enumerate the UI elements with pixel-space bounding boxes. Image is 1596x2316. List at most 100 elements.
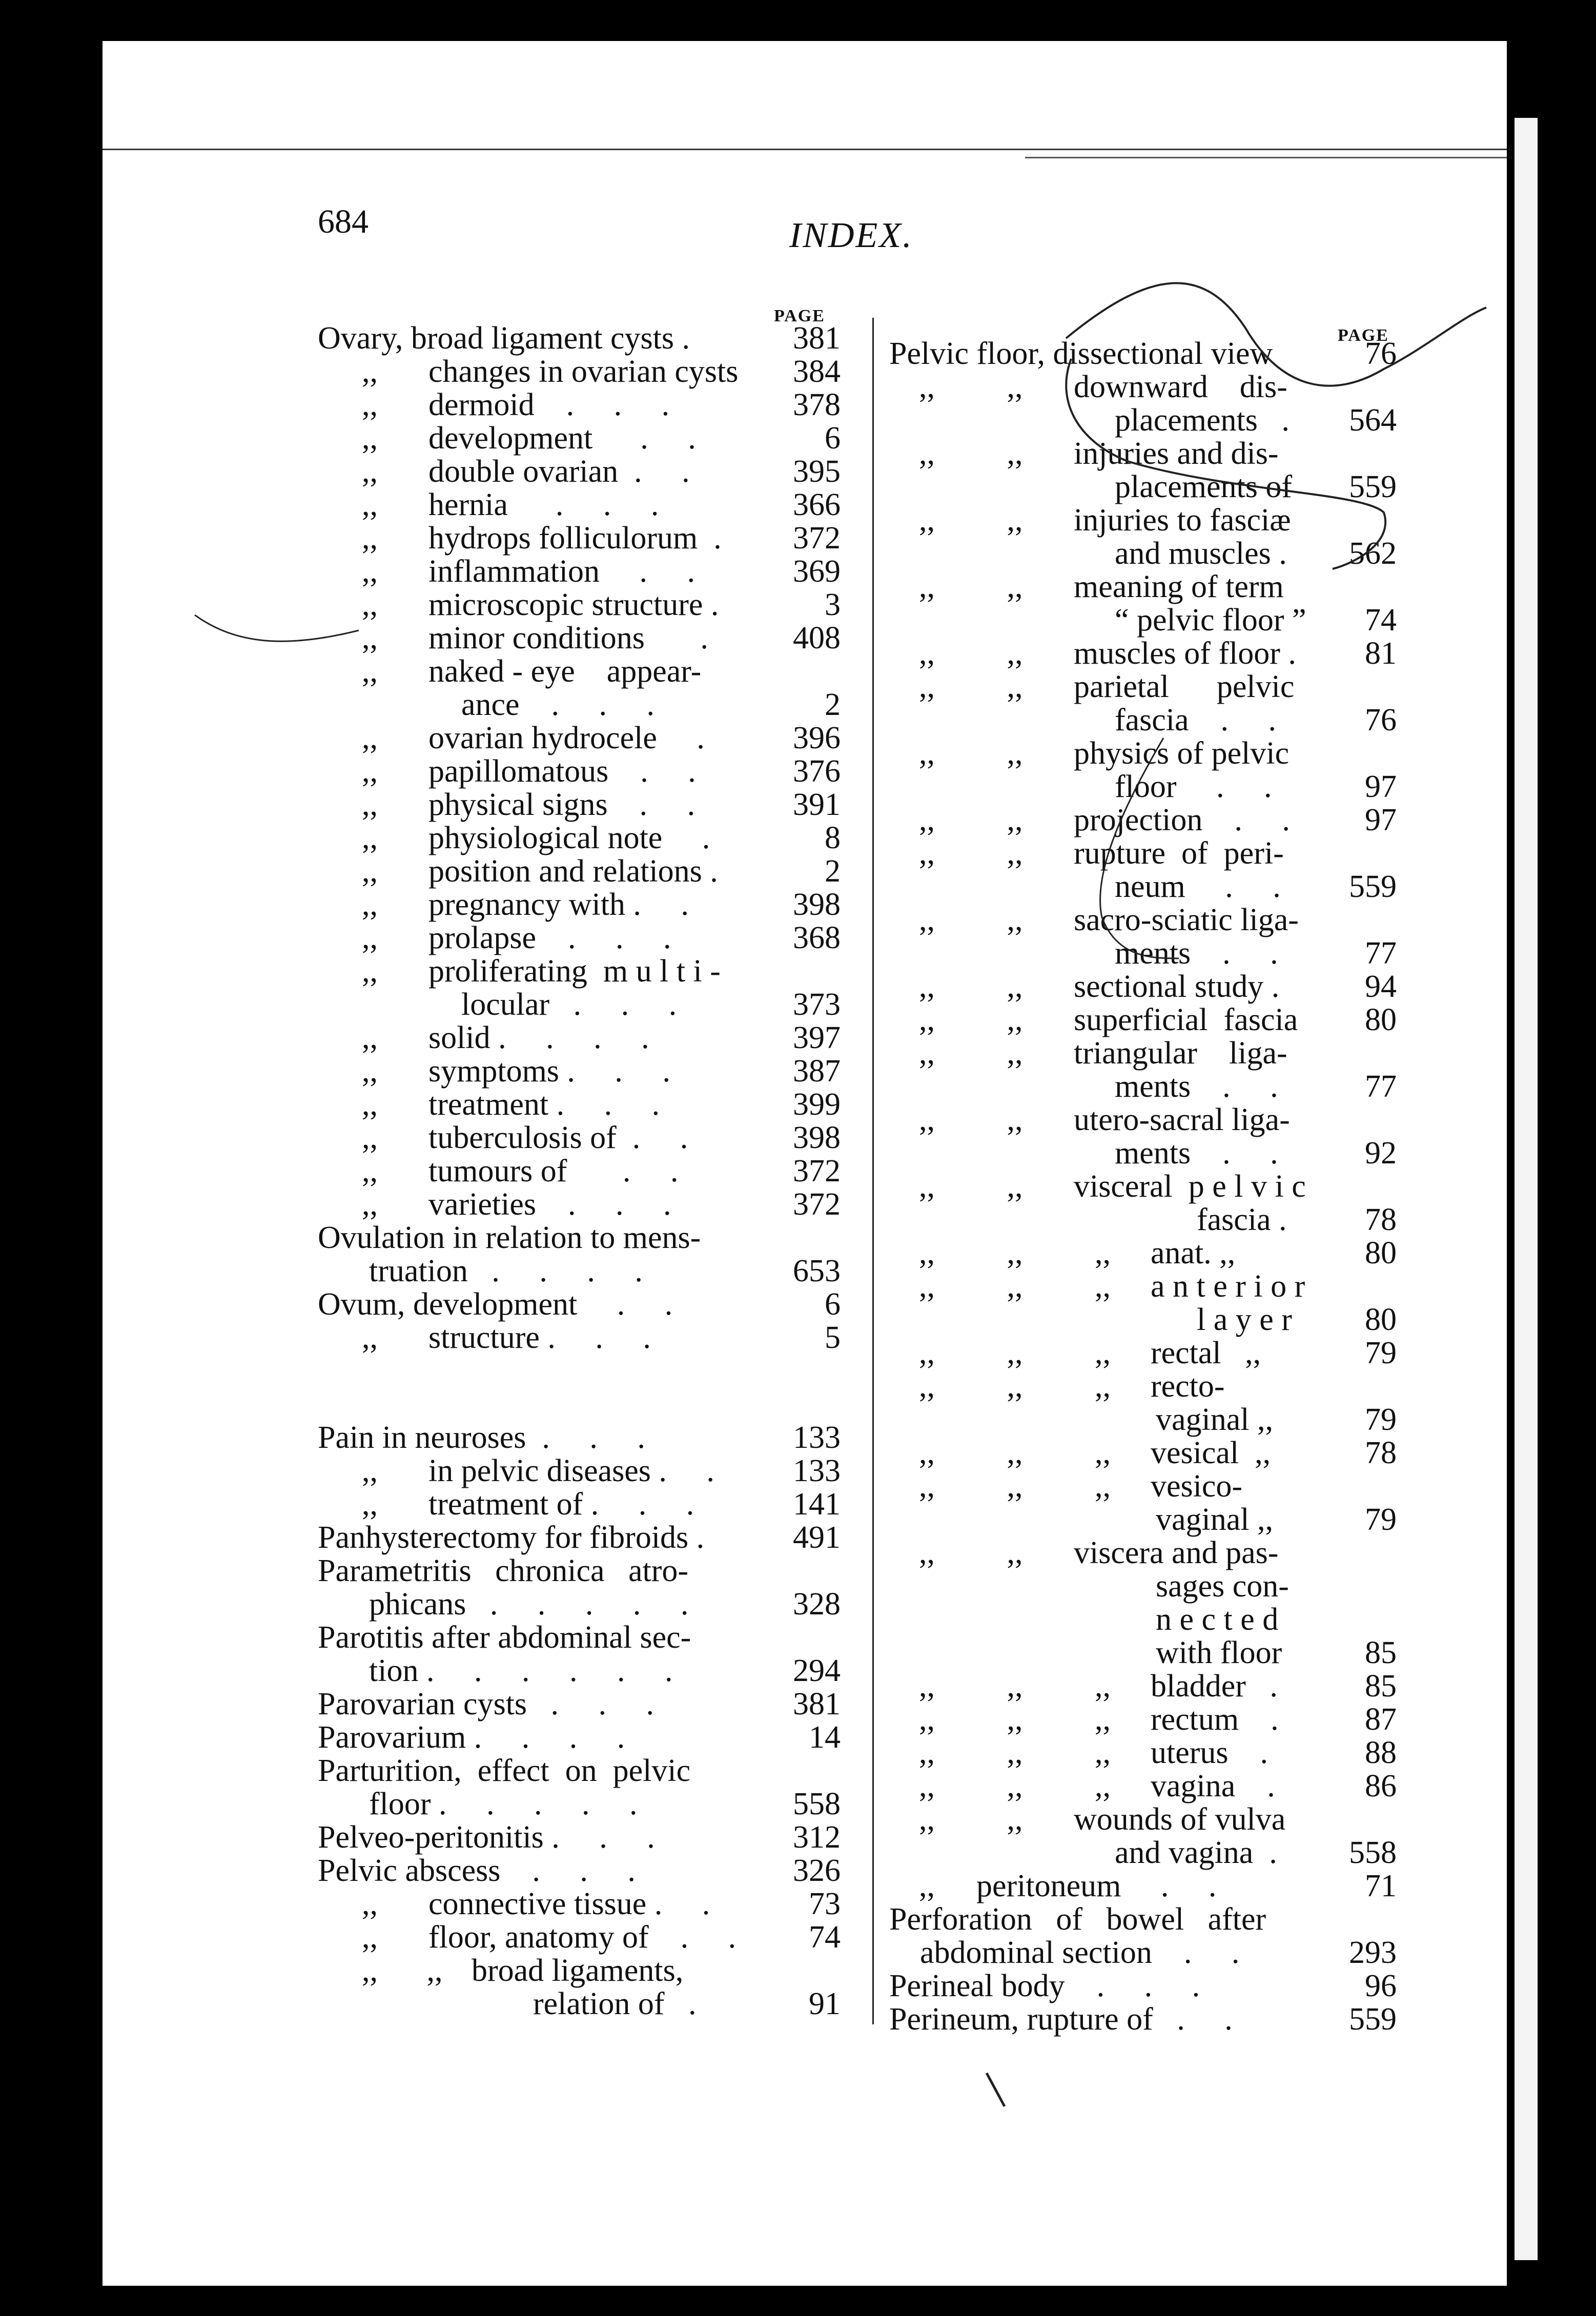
- ditto-marks: ,, ,, ,,: [919, 1436, 1111, 1470]
- index-entry: ,, ,, viscera and pas-: [889, 1536, 1402, 1570]
- entry-text: treatment of . . .: [428, 1487, 694, 1522]
- index-entry: Panhysterectomy for fibroids . 491: [318, 1521, 846, 1554]
- entry-page-number: 96: [1365, 1969, 1397, 2003]
- index-entry: ,, changes in ovarian cysts 384: [318, 355, 846, 388]
- index-entry: ance . . . 2: [318, 688, 846, 722]
- ditto-marks: ,,: [362, 954, 378, 989]
- ditto-marks: ,,: [362, 1054, 378, 1089]
- entry-text: recto-: [1151, 1369, 1225, 1404]
- entry-page-number: 91: [809, 1986, 841, 2021]
- entry-text: ments . .: [1115, 1069, 1278, 1104]
- index-entry: and muscles . 562: [889, 537, 1402, 570]
- entry-text: papillomatous . .: [428, 754, 696, 789]
- entry-text: inflammation . .: [428, 554, 695, 589]
- index-entry: ,, ,, physics of pelvic: [889, 737, 1402, 770]
- entry-page-number: 398: [793, 1120, 841, 1155]
- index-entry: ,, ,, parietal pelvic: [889, 670, 1402, 704]
- entry-text: naked - eye appear-: [428, 654, 702, 689]
- ditto-marks: ,, ,,: [919, 636, 1023, 671]
- ditto-marks: ,,: [362, 1487, 378, 1522]
- entry-page-number: 80: [1365, 1236, 1397, 1270]
- entry-text: Parotitis after abdominal sec-: [318, 1620, 691, 1655]
- entry-page-number: 79: [1365, 1502, 1397, 1537]
- index-entry: ,, ,, ,, rectum . 87: [889, 1703, 1402, 1736]
- entry-text: rupture of peri-: [1074, 836, 1284, 871]
- ditto-marks: ,,: [362, 1920, 378, 1955]
- index-entry: ,, tuberculosis of . . 398: [318, 1121, 846, 1155]
- entry-text: pregnancy with . .: [428, 887, 689, 922]
- entry-text: locular . . .: [461, 987, 677, 1022]
- index-entry: ,, physical signs . . 391: [318, 788, 846, 822]
- entry-text: triangular liga-: [1074, 1036, 1287, 1071]
- entry-page-number: 14: [809, 1720, 841, 1755]
- entry-text: fascia . .: [1115, 703, 1277, 737]
- entry-text: ovarian hydrocele .: [428, 721, 705, 755]
- entry-text: floor . .: [1115, 769, 1272, 804]
- top-rule-secondary: [1025, 157, 1507, 158]
- ditto-marks: ,, ,, ,,: [919, 1369, 1111, 1404]
- entry-text: physics of pelvic: [1074, 736, 1290, 771]
- entry-page-number: 97: [1365, 769, 1397, 804]
- entry-text: tuberculosis of . .: [428, 1120, 688, 1155]
- ditto-marks: ,,: [362, 1154, 378, 1188]
- entry-page-number: 559: [1349, 869, 1397, 904]
- entry-page-number: 92: [1365, 1136, 1397, 1171]
- entry-page-number: 86: [1365, 1769, 1397, 1803]
- index-entry: placements . 564: [889, 404, 1402, 437]
- ditto-marks: ,,: [362, 787, 378, 822]
- entry-page-number: 294: [793, 1653, 841, 1688]
- entry-text: “ pelvic floor ”: [1115, 603, 1306, 638]
- entry-page-number: 79: [1365, 1336, 1397, 1370]
- entry-page-number: 378: [793, 387, 841, 422]
- entry-page-number: 77: [1365, 936, 1397, 971]
- index-entry: Parametritis chronica atro-: [318, 1554, 846, 1588]
- ditto-marks: ,, ,,: [919, 436, 1023, 471]
- entry-text: utero-sacral liga-: [1074, 1102, 1290, 1137]
- entry-page-number: 395: [793, 454, 841, 489]
- ditto-marks: ,, ,,: [919, 370, 1023, 404]
- entry-text: double ovarian . .: [428, 454, 690, 489]
- index-entry: ,, treatment . . . 399: [318, 1088, 846, 1121]
- column-divider: [872, 318, 874, 2024]
- index-entry: ,, development . . 6: [318, 422, 846, 455]
- index-entry: ,, ,, sacro-sciatic liga-: [889, 904, 1402, 937]
- entry-page-number: 408: [793, 621, 841, 655]
- entry-text: bladder .: [1151, 1669, 1278, 1704]
- entry-text: a n t e r i o r: [1151, 1269, 1305, 1304]
- entry-text: physiological note .: [428, 821, 710, 855]
- entry-page-number: 293: [1349, 1935, 1397, 1970]
- entry-text: position and relations .: [428, 854, 718, 889]
- index-entry: abdominal section . . 293: [889, 1936, 1402, 1970]
- entry-text: ance . . .: [461, 687, 655, 722]
- entry-page-number: 73: [809, 1887, 841, 1921]
- entry-text: development . .: [428, 421, 696, 456]
- page-title: INDEX.: [789, 216, 913, 255]
- index-entry: ,, position and relations . 2: [318, 855, 846, 888]
- entry-page-number: 80: [1365, 1002, 1397, 1037]
- index-entry: ,, inflammation . . 369: [318, 555, 846, 588]
- entry-text: injuries and dis-: [1074, 436, 1279, 471]
- entry-text: varieties . . .: [428, 1187, 671, 1222]
- index-entry: sages con-: [889, 1570, 1402, 1603]
- entry-text: relation of .: [533, 1986, 697, 2021]
- entry-text: physical signs . .: [428, 787, 695, 822]
- index-entry: Perineum, rupture of . . 559: [889, 2003, 1402, 2036]
- entry-text: solid . . . .: [428, 1020, 649, 1055]
- ditto-marks: ,, ,,: [919, 1802, 1023, 1837]
- index-entry: locular . . . 373: [318, 988, 846, 1021]
- entry-text: Pelveo-peritonitis . . .: [318, 1820, 655, 1855]
- entry-page-number: 94: [1365, 969, 1397, 1004]
- index-entry: ,, ,, sectional study . 94: [889, 970, 1402, 1003]
- entry-page-number: 141: [793, 1487, 841, 1522]
- entry-text: tumours of . .: [428, 1154, 679, 1188]
- ditto-marks: ,,: [919, 1869, 935, 1903]
- entry-text: superficial fascia: [1074, 1002, 1298, 1037]
- entry-page-number: 2: [825, 854, 841, 889]
- entry-text: phicans . . . . .: [369, 1587, 689, 1622]
- entry-text: muscles of floor .: [1074, 636, 1296, 671]
- index-entry: ,, ,, ,, rectal ,, 79: [889, 1337, 1402, 1370]
- entry-text: vaginal ,,: [1156, 1502, 1273, 1537]
- entry-text: injuries to fasciæ: [1074, 503, 1291, 538]
- entry-page-number: 6: [825, 421, 841, 456]
- index-entry: ,, ,, ,, a n t e r i o r: [889, 1270, 1402, 1303]
